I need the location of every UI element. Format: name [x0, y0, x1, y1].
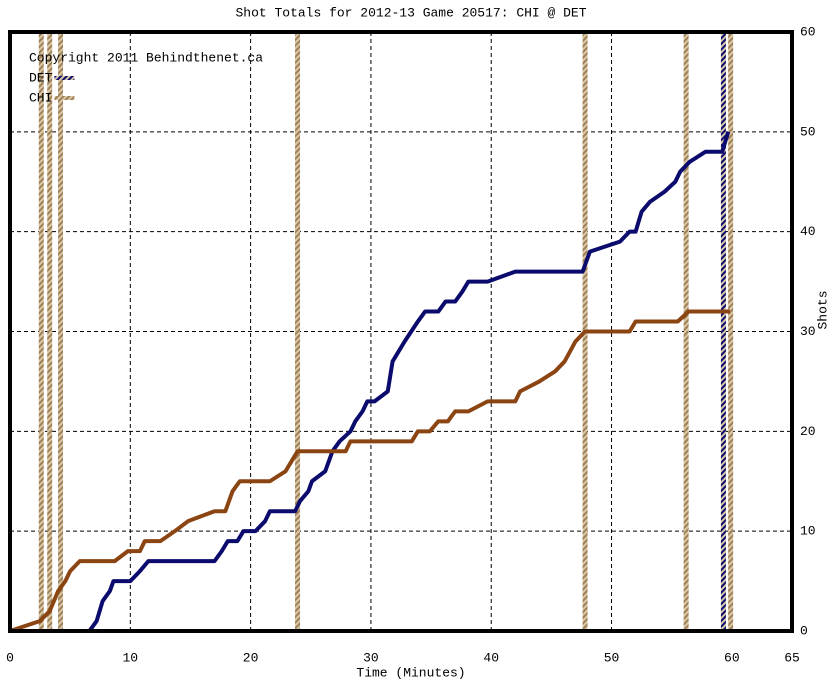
- y-axis-title: Shots: [815, 290, 830, 329]
- y-tick-label: 0: [800, 623, 808, 638]
- y-tick-label: 40: [800, 224, 816, 239]
- event-marker: [38, 32, 44, 631]
- plot-frame: [8, 30, 794, 633]
- event-marker: [58, 32, 64, 631]
- event-marker: [728, 32, 734, 631]
- event-marker: [47, 32, 53, 631]
- legend-label: CHI: [29, 90, 52, 105]
- y-tick-label: 30: [800, 324, 816, 339]
- x-tick-label: 30: [363, 650, 379, 665]
- x-tick-label: 20: [243, 650, 259, 665]
- x-tick-label: 10: [123, 650, 139, 665]
- event-marker: [295, 32, 301, 631]
- annotation: Copyright 2011 Behindthenet.ca: [29, 50, 263, 65]
- series-line: [9, 309, 731, 633]
- series-line: [10, 131, 731, 633]
- legend-swatch: [54, 76, 75, 80]
- y-tick-label: 50: [800, 124, 816, 139]
- y-tick-label: 20: [800, 424, 816, 439]
- x-tick-label: 50: [604, 650, 620, 665]
- y-tick-label: 60: [800, 24, 816, 39]
- x-tick-label: 60: [724, 650, 740, 665]
- legend-label: DET: [29, 70, 53, 85]
- y-tick-label: 10: [800, 524, 816, 539]
- legend-swatch: [54, 96, 75, 100]
- x-tick-label: 65: [784, 650, 800, 665]
- x-axis-title: Time (Minutes): [356, 665, 465, 680]
- x-tick-label: 40: [483, 650, 499, 665]
- x-tick-label: 0: [6, 650, 14, 665]
- event-marker: [683, 32, 689, 631]
- event-marker: [720, 32, 726, 631]
- chart-title: Shot Totals for 2012-13 Game 20517: CHI …: [235, 5, 586, 20]
